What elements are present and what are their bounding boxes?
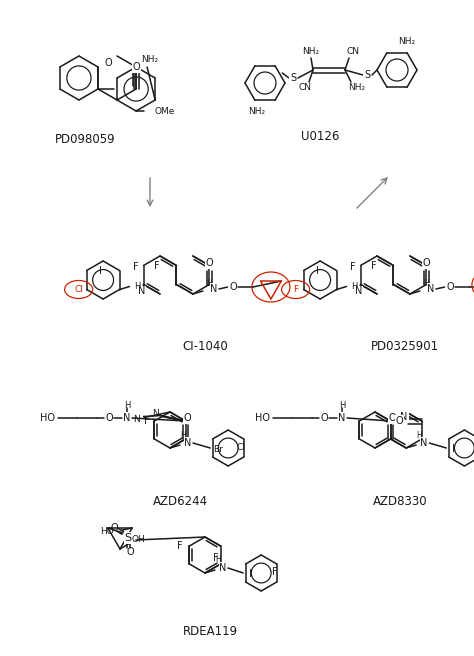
- Text: NH₂: NH₂: [142, 54, 159, 64]
- Text: I: I: [99, 266, 101, 276]
- Text: AZD6244: AZD6244: [153, 495, 208, 508]
- Text: F: F: [144, 416, 149, 426]
- Text: NH₂: NH₂: [248, 106, 265, 115]
- Text: I: I: [452, 444, 455, 454]
- Text: O: O: [110, 523, 118, 533]
- Text: H: H: [206, 279, 212, 289]
- Text: F: F: [177, 541, 182, 551]
- Text: H: H: [423, 279, 429, 289]
- Text: S: S: [364, 70, 370, 80]
- Text: O: O: [184, 413, 191, 423]
- Text: CN: CN: [346, 47, 359, 56]
- Text: NH₂: NH₂: [348, 83, 365, 92]
- Text: Cl: Cl: [74, 285, 83, 294]
- Text: F: F: [133, 262, 138, 272]
- Text: N: N: [219, 563, 227, 573]
- Text: H: H: [416, 430, 422, 440]
- Text: H: H: [124, 401, 130, 411]
- Text: HO: HO: [100, 527, 114, 535]
- Text: N: N: [138, 287, 145, 297]
- Text: S: S: [290, 73, 296, 83]
- Text: OMe: OMe: [154, 106, 174, 115]
- Text: N: N: [184, 438, 191, 448]
- Text: F: F: [213, 553, 219, 563]
- Text: O: O: [389, 413, 396, 423]
- Text: U0126: U0126: [301, 130, 339, 143]
- Text: N: N: [133, 415, 140, 424]
- Text: HO: HO: [255, 413, 270, 423]
- Text: CN: CN: [299, 83, 311, 92]
- Text: N: N: [427, 284, 435, 294]
- Text: F: F: [293, 285, 298, 294]
- Text: NH₂: NH₂: [302, 47, 319, 56]
- Text: F: F: [350, 262, 356, 272]
- Text: Br: Br: [213, 445, 222, 453]
- Text: O: O: [229, 282, 237, 292]
- Text: N: N: [152, 409, 159, 418]
- Text: F: F: [371, 261, 377, 271]
- Text: N: N: [355, 287, 362, 297]
- Text: N: N: [123, 413, 131, 423]
- Text: RDEA119: RDEA119: [182, 625, 237, 638]
- Text: I: I: [316, 266, 319, 276]
- Text: O: O: [126, 547, 134, 557]
- Text: O: O: [422, 258, 430, 268]
- Text: H: H: [134, 282, 141, 291]
- Text: O: O: [320, 413, 328, 423]
- Text: Cl: Cl: [237, 443, 245, 451]
- Text: H: H: [215, 556, 221, 565]
- Text: PD098059: PD098059: [55, 133, 115, 146]
- Text: O: O: [396, 416, 403, 426]
- Text: F: F: [272, 567, 278, 577]
- Text: F: F: [154, 261, 160, 271]
- Text: O: O: [105, 58, 112, 68]
- Text: N: N: [401, 412, 408, 422]
- Text: H: H: [180, 430, 186, 440]
- Text: O: O: [132, 62, 140, 72]
- Text: H: H: [351, 282, 358, 291]
- Text: O: O: [446, 282, 454, 292]
- Text: HO: HO: [40, 413, 55, 423]
- Text: OH: OH: [131, 535, 145, 544]
- Text: O: O: [206, 258, 213, 268]
- Text: I: I: [249, 569, 252, 579]
- Text: PD0325901: PD0325901: [371, 340, 439, 353]
- Text: O: O: [105, 413, 113, 423]
- Text: AZD8330: AZD8330: [373, 495, 428, 508]
- Text: S: S: [124, 533, 131, 543]
- Text: NH₂: NH₂: [399, 37, 416, 47]
- Text: N: N: [420, 438, 428, 448]
- Text: N: N: [210, 284, 218, 294]
- Text: CI-1040: CI-1040: [182, 340, 228, 353]
- Text: N: N: [338, 413, 346, 423]
- Text: H: H: [339, 401, 345, 411]
